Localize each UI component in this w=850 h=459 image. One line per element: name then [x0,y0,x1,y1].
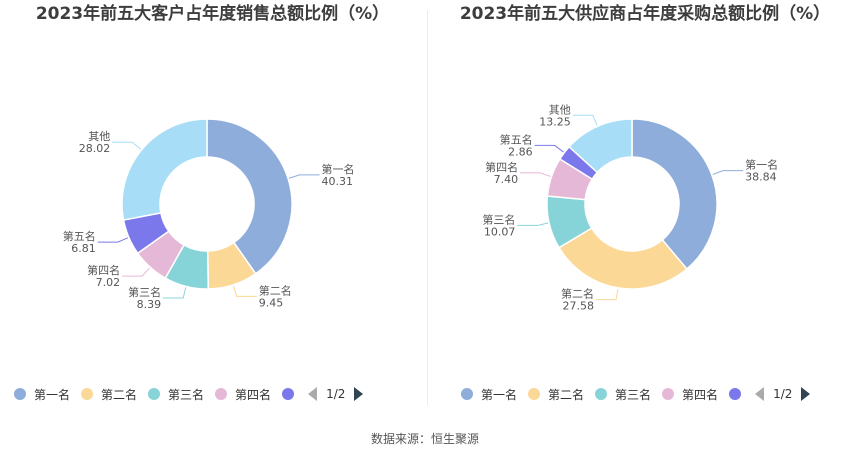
donut-slice-first[interactable] [206,118,293,275]
legend-item-fifth[interactable] [729,388,749,400]
slice-value-label: 27.58 [563,300,595,313]
slice-category-label: 第一名 [745,158,778,172]
legend-dot-icon [282,388,295,400]
data-source-note: 数据来源：恒生聚源 [370,432,479,446]
label-leader-line [97,237,129,243]
slice-value-label: 28.02 [79,142,111,155]
pager-page-text: 1/2 [773,387,793,401]
legend-label: 第三名 [615,387,652,402]
legend-item-fourth[interactable]: 第四名 [215,386,271,403]
donut-slice-first[interactable] [631,118,718,271]
pager-page-text: 1/2 [326,387,346,401]
slice-value-label: 6.81 [71,242,96,255]
label-leader-line [112,141,142,150]
chart-title: 2023年前五大客户占年度销售总额比例（%） [35,4,390,24]
slice-value-label: 13.25 [539,115,571,128]
legend-label: 第二名 [548,387,585,402]
label-leader-line [517,222,549,226]
supplier-chart-panel: 2023年前五大供应商占年度采购总额比例（%） 第一名 38.84 第二名 27.58… [425,0,850,410]
legend-label: 第一名 [34,387,71,402]
label-leader-line [122,267,150,277]
chart-legend: 第一名 第二名 第三名 第四名 1/2 [461,384,811,404]
label-leader-line [572,114,598,126]
label-leader-line [534,144,564,153]
donut-slice-other[interactable] [568,118,633,174]
legend-label: 第三名 [168,387,205,402]
slice-category-label: 第五名 [63,229,96,243]
slice-category-label: 第二名 [561,287,594,301]
legend-label: 第四名 [682,387,719,402]
slice-value-label: 7.02 [96,276,121,289]
slice-value-label: 10.07 [484,225,516,238]
donut-slice-other[interactable] [121,118,208,221]
legend-item-second[interactable]: 第二名 [81,386,137,403]
legend-item-fifth[interactable] [282,388,302,400]
legend-dot-icon [148,388,161,400]
legend-item-fourth[interactable]: 第四名 [662,386,718,403]
customer-chart-panel: 2023年前五大客户占年度销售总额比例（%） 第一名 40.31 第二名 9.45 第三… [0,0,425,410]
pager-prev-icon[interactable] [308,387,318,401]
legend-item-third[interactable]: 第三名 [148,386,204,403]
legend-pager: 1/2 [755,387,811,401]
legend-item-third[interactable]: 第三名 [595,386,651,403]
panel-divider [427,10,428,405]
slice-category-label: 第二名 [259,283,292,297]
legend-dot-icon [729,388,742,400]
slice-category-label: 第四名 [485,160,518,174]
legend-pager: 1/2 [308,387,364,401]
slice-value-label: 38.84 [745,171,777,184]
slice-category-label: 第五名 [500,132,533,146]
legend-item-first[interactable]: 第一名 [461,386,517,403]
legend-dot-icon [595,388,608,400]
pager-next-icon[interactable] [354,387,364,401]
slice-category-label: 第四名 [87,263,120,277]
label-leader-line [288,174,320,179]
slice-value-label: 8.39 [137,298,162,311]
legend-dot-icon [81,388,94,400]
slice-category-label: 其他 [88,130,110,143]
slice-value-label: 7.40 [494,173,519,186]
legend-dot-icon [662,388,675,400]
pager-prev-icon[interactable] [755,387,765,401]
slice-value-label: 9.45 [259,296,284,309]
slice-value-label: 40.31 [322,175,354,188]
legend-label: 第一名 [481,387,518,402]
chart-title: 2023年前五大供应商占年度采购总额比例（%） [459,4,831,24]
label-leader-line [520,172,551,177]
slice-category-label: 其他 [549,103,571,116]
label-leader-line [596,288,619,301]
legend-item-first[interactable]: 第一名 [14,386,70,403]
slice-category-label: 第三名 [128,285,161,299]
legend-dot-icon [14,388,26,400]
chart-legend: 第一名 第二名 第三名 第四名 1/2 [14,384,364,404]
slice-value-label: 2.86 [508,145,533,158]
label-leader-line [163,287,187,299]
label-leader-line [232,285,257,297]
legend-dot-icon [461,388,473,400]
legend-label: 第二名 [101,387,138,402]
legend-item-second[interactable]: 第二名 [528,386,584,403]
legend-dot-icon [215,388,228,400]
legend-label: 第四名 [235,387,272,402]
pager-next-icon[interactable] [801,387,811,401]
slice-category-label: 第三名 [482,212,515,226]
slice-category-label: 第一名 [322,162,355,176]
label-leader-line [712,170,744,175]
legend-dot-icon [528,388,541,400]
donut-slice-second[interactable] [558,227,688,290]
